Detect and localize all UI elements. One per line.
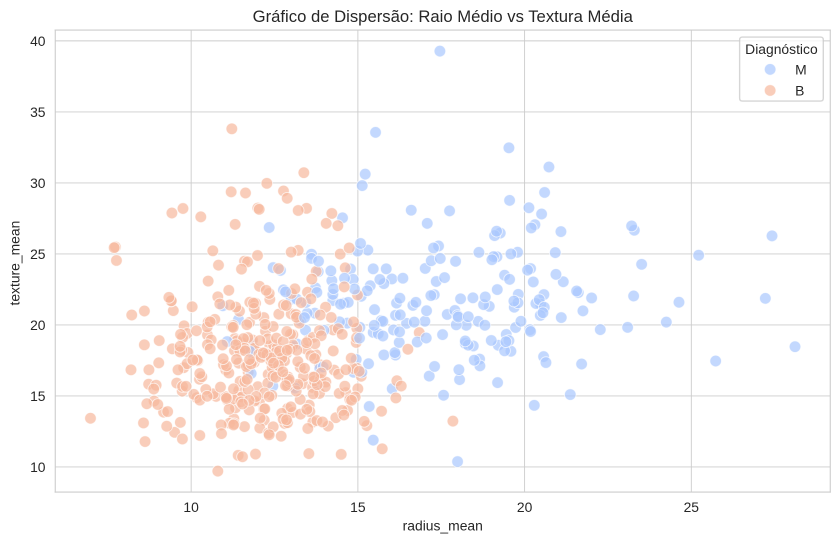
svg-text:20: 20: [30, 317, 46, 333]
svg-text:M: M: [795, 62, 807, 78]
svg-text:30: 30: [30, 175, 46, 191]
svg-text:15: 15: [30, 388, 46, 404]
svg-text:texture_mean: texture_mean: [7, 221, 23, 306]
svg-text:radius_mean: radius_mean: [403, 517, 483, 533]
svg-text:B: B: [795, 83, 804, 99]
svg-text:Diagnóstico: Diagnóstico: [745, 41, 818, 57]
svg-text:10: 10: [30, 459, 46, 475]
svg-text:15: 15: [350, 499, 366, 515]
svg-text:40: 40: [30, 33, 46, 49]
svg-text:25: 25: [684, 499, 700, 515]
svg-text:20: 20: [517, 499, 533, 515]
svg-text:10: 10: [183, 499, 199, 515]
svg-text:35: 35: [30, 104, 46, 120]
svg-text:25: 25: [30, 246, 46, 262]
svg-text:Gráfico de Dispersão: Raio Méd: Gráfico de Dispersão: Raio Médio vs Text…: [253, 7, 634, 26]
